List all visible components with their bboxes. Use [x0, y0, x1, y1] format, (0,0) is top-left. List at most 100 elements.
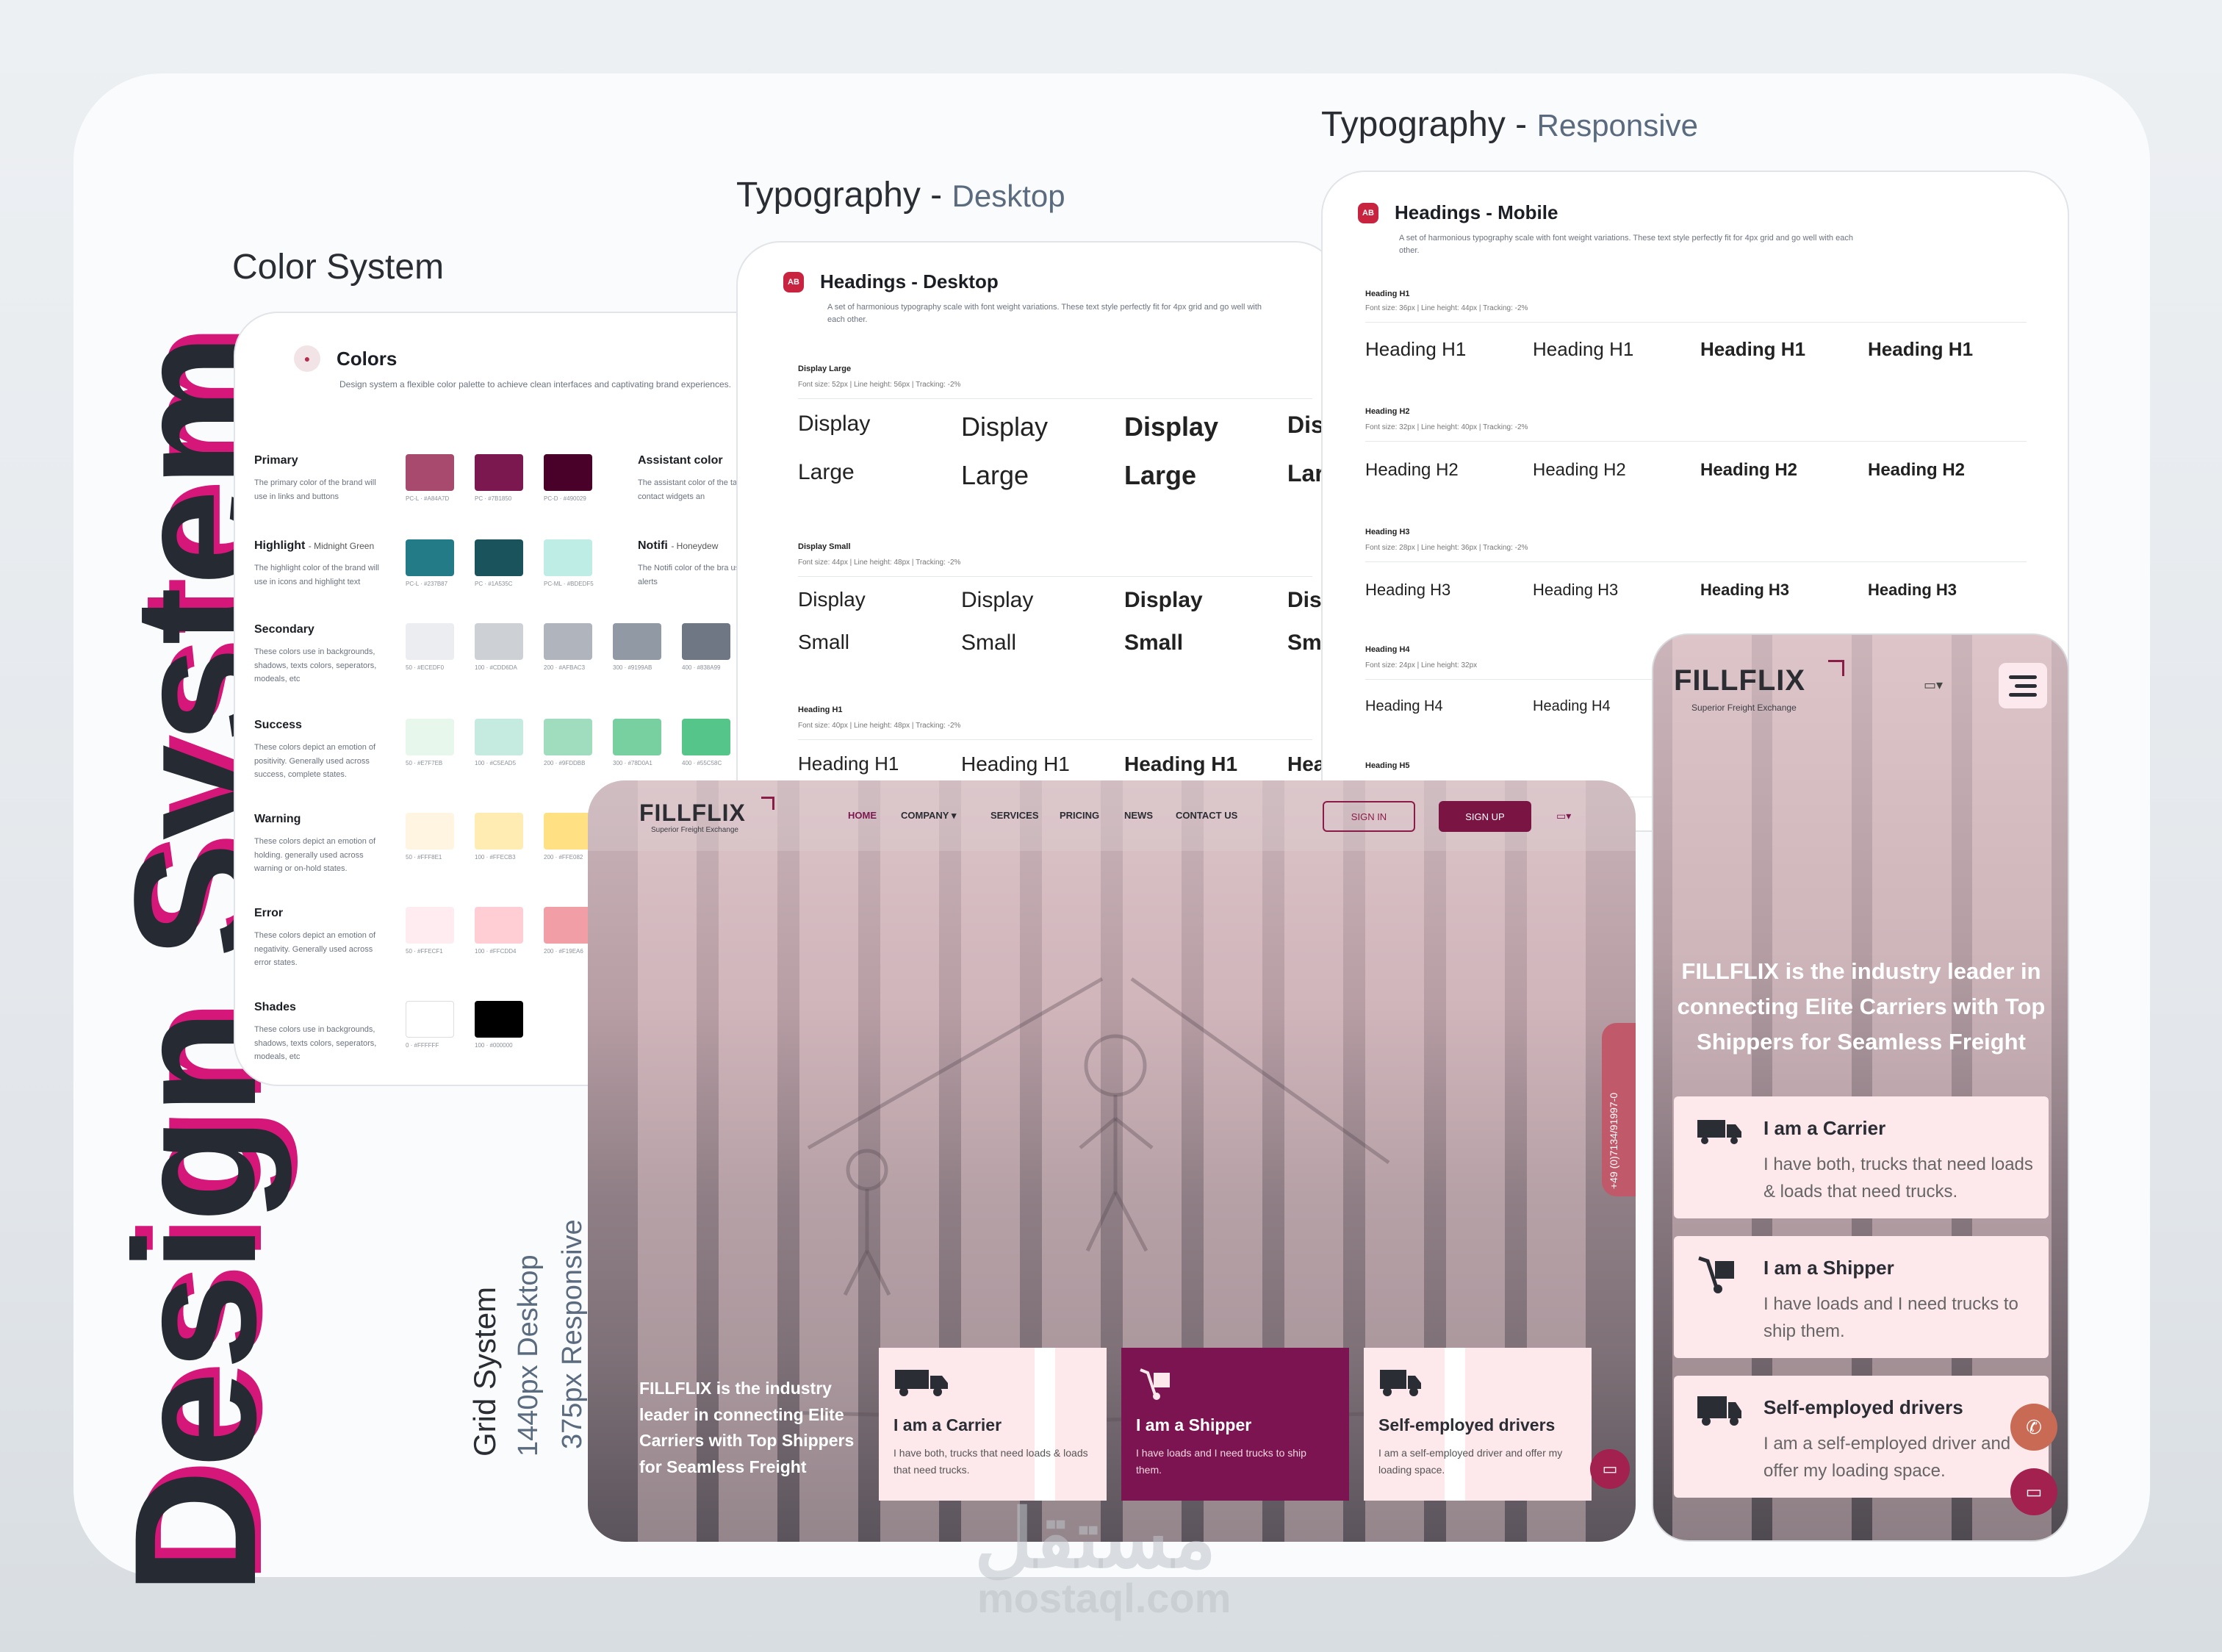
type-sample: Heading H3	[1533, 581, 1619, 599]
type-sample: Heading H3	[1868, 581, 1957, 599]
type-sample: Heading H3	[1365, 581, 1451, 599]
divider	[798, 576, 1312, 577]
warning-label: Warning	[254, 813, 301, 825]
grid-column	[799, 780, 858, 1542]
color-swatch	[406, 623, 454, 660]
site-logo[interactable]: FILLFLIX	[639, 800, 746, 826]
type-style-meta: Font size: 24px | Line height: 32px	[1365, 661, 1478, 669]
type-sample: Display	[798, 588, 866, 611]
nav-news[interactable]: NEWS	[1124, 810, 1153, 821]
shipper-card[interactable]: I am a Shipper I have loads and I need t…	[1121, 1348, 1349, 1501]
hamburger-icon-line	[2015, 683, 2037, 688]
phone-tab[interactable]	[1602, 1023, 1636, 1196]
mobile-carrier-card[interactable]: I am a Carrier I have both, trucks that …	[1674, 1096, 2049, 1218]
primary-label: Primary	[254, 454, 298, 467]
mobile-logo[interactable]: FILLFLIX	[1674, 664, 1806, 697]
mobile-shipper-card[interactable]: I am a Shipper I have loads and I need t…	[1674, 1236, 2049, 1358]
type-sample: Display	[798, 412, 871, 436]
display-large-label: Display Large	[798, 364, 852, 373]
mobile-self-employed-desc: I am a self-employed driver and offer my…	[1763, 1434, 2011, 1482]
mobile-self-employed-card[interactable]: Self-employed drivers I am a self-employ…	[1674, 1376, 2049, 1498]
type-sample: Heading H1	[961, 753, 1070, 775]
type-sample: Heading H4	[1365, 698, 1443, 714]
type-sample-clipped: Dis	[1287, 412, 1324, 438]
van-icon	[1697, 1396, 1741, 1426]
color-swatch	[406, 719, 454, 755]
display-large-meta: Font size: 52px | Line height: 56px | Tr…	[798, 381, 961, 389]
swatch-caption: 200 · #9FDDBB	[544, 760, 586, 766]
type-sample-clipped: Sm	[1287, 631, 1322, 655]
menu-button[interactable]	[1999, 663, 2047, 708]
nav-pricing[interactable]: PRICING	[1060, 810, 1100, 821]
grid-responsive-label: 375px Responsive	[557, 1219, 588, 1449]
hero-headline: FILLFLIX is the industry leader in conne…	[639, 1379, 855, 1476]
color-swatch	[475, 454, 523, 491]
mobile-self-employed-title: Self-employed drivers	[1763, 1396, 1963, 1418]
sign-up-button[interactable]: SIGN UP	[1439, 801, 1531, 832]
phone-button[interactable]: ✆	[2010, 1404, 2057, 1451]
typo-desktop-header: AB Headings - Desktop	[783, 270, 999, 293]
type-sample: Heading H1	[798, 753, 899, 775]
sign-in-button[interactable]: SIGN IN	[1323, 801, 1415, 832]
chat-icon: ▭	[1602, 1459, 1618, 1478]
language-flag-icon[interactable]: ▭▾	[1556, 810, 1572, 822]
mobile-tagline: Superior Freight Exchange	[1691, 703, 1797, 713]
type-sample: Display	[1124, 588, 1203, 612]
grid-column	[719, 780, 777, 1542]
warning-desc: These colors depict an emotion of holdin…	[254, 837, 376, 874]
truck-icon	[895, 1370, 948, 1396]
nav-contact[interactable]: CONTACT US	[1176, 810, 1238, 821]
typography-desktop-heading: Typography - Desktop	[736, 176, 1065, 215]
phone-number[interactable]: +49 (0)7134/91997-0	[1608, 1092, 1619, 1189]
nav-home[interactable]: HOME	[848, 810, 877, 821]
watermark-arabic: مستقل	[974, 1494, 1217, 1584]
color-swatch	[544, 719, 592, 755]
type-sample: Large	[1124, 460, 1197, 490]
carrier-card[interactable]: I am a Carrier I have both, trucks that …	[879, 1348, 1107, 1501]
color-swatch	[406, 907, 454, 944]
grid-column	[1035, 1348, 1055, 1501]
divider	[1365, 322, 2027, 323]
type-sample: Large	[798, 460, 855, 484]
swatch-caption: PC · #7B1850	[475, 495, 512, 502]
type-sample: Heading H2	[1700, 460, 1798, 480]
color-swatch	[475, 813, 523, 850]
nav-company[interactable]: COMPANY ▾	[901, 810, 957, 821]
mobile-carrier-desc: I have both, trucks that need loads & lo…	[1763, 1154, 2033, 1202]
notifi-desc: The Notifi color of the bra use in alert…	[638, 564, 752, 586]
color-system-heading: Color System	[232, 248, 445, 287]
type-sample: Large	[961, 460, 1029, 490]
swatch-caption: 400 · #55C58C	[682, 760, 722, 766]
text-style-icon: AB	[783, 271, 804, 292]
swatch-caption: 100 · #CDD6DA	[475, 664, 517, 671]
watermark-url: mostaql.com	[977, 1575, 1232, 1621]
swatch-caption: 200 · #FFE082	[544, 854, 583, 861]
shipper-desc: I have loads and I need trucks to ship t…	[1136, 1447, 1306, 1476]
divider	[798, 398, 1312, 399]
color-swatch	[544, 623, 592, 660]
chat-button[interactable]: ▭	[2010, 1468, 2057, 1515]
type-sample: Small	[798, 631, 850, 653]
highlight-desc: The highlight color of the brand will us…	[254, 564, 379, 586]
type-style-label: Heading H5	[1365, 761, 1410, 770]
swatch-caption: 200 · #AFBAC3	[544, 664, 586, 671]
heading-h1-label: Heading H1	[798, 705, 843, 714]
self-employed-card[interactable]: Self-employed drivers I am a self-employ…	[1364, 1348, 1592, 1501]
truck-icon	[1697, 1120, 1741, 1144]
swatch-caption: 100 · #C5EAD5	[475, 760, 517, 766]
shipper-title: I am a Shipper	[1136, 1415, 1252, 1434]
success-desc: These colors depict an emotion of positi…	[254, 743, 376, 780]
carrier-desc: I have both, trucks that need loads & lo…	[894, 1447, 1088, 1476]
type-sample: Display	[961, 412, 1049, 442]
hand-truck-icon	[1698, 1256, 1734, 1293]
grid-column	[638, 780, 697, 1542]
typography-responsive-heading: Typography - Responsive	[1321, 105, 1698, 144]
text-style-icon: AB	[1358, 202, 1378, 223]
highlight-label: Highlight - Midnight Green	[254, 539, 375, 552]
nav-services[interactable]: SERVICES	[990, 810, 1039, 821]
color-swatch	[682, 623, 730, 660]
mobile-hero-headline: FILLFLIX is the industry leader in conne…	[1677, 958, 2046, 1055]
heading-h1-meta: Font size: 40px | Line height: 48px | Tr…	[798, 722, 961, 730]
chat-button[interactable]: ▭	[1590, 1449, 1630, 1489]
language-flag-icon[interactable]: ▭▾	[1924, 678, 1944, 692]
